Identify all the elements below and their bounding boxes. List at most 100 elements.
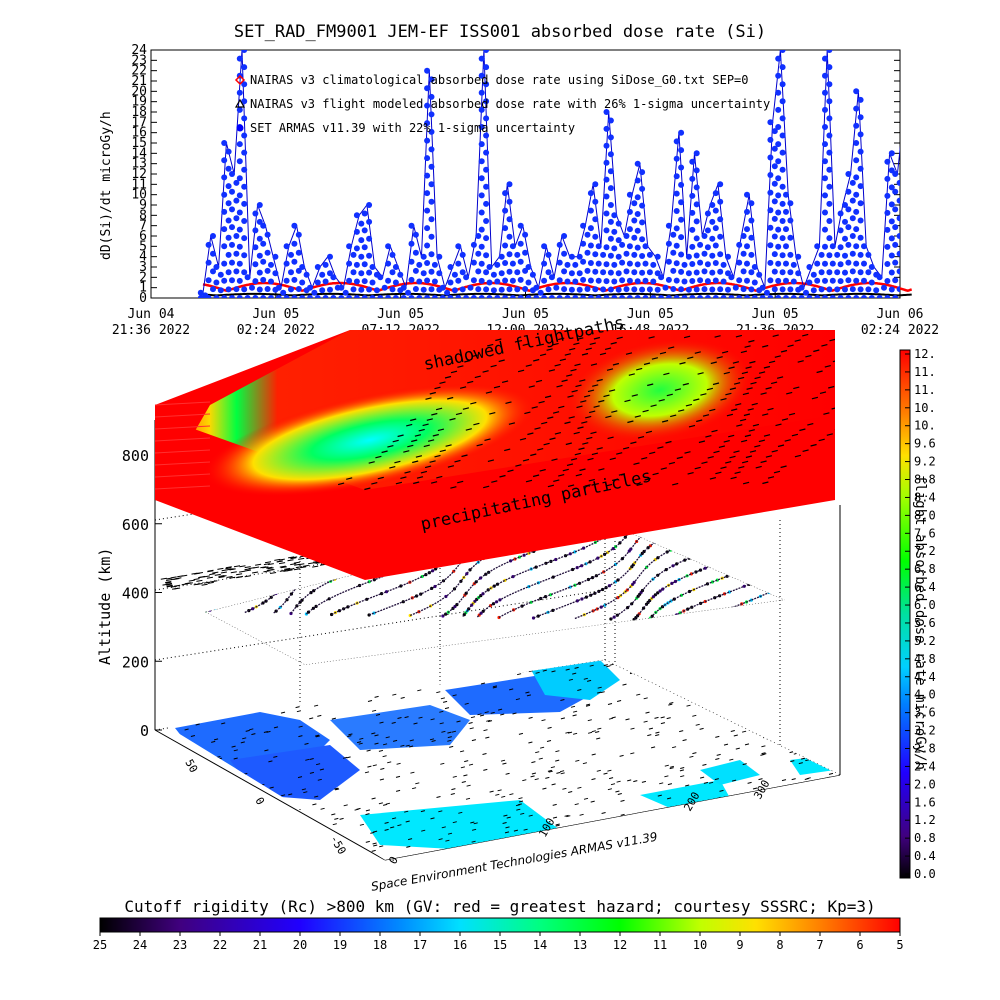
track-dash xyxy=(480,682,486,685)
slab-dash xyxy=(462,407,470,410)
slab-dash xyxy=(504,448,511,452)
armas-point xyxy=(525,264,532,270)
armas-point xyxy=(428,286,435,293)
track-dash xyxy=(262,826,267,828)
track-dash xyxy=(823,831,829,834)
track-dash xyxy=(659,782,664,785)
track-point xyxy=(815,533,818,536)
track-dash xyxy=(810,740,816,743)
armas-point xyxy=(483,218,490,224)
track-dash xyxy=(785,851,790,854)
track-dash xyxy=(191,838,197,841)
armas-point xyxy=(634,278,641,285)
armas-point xyxy=(619,259,626,266)
track-dash xyxy=(367,700,373,702)
armas-point xyxy=(236,55,243,62)
track-dash xyxy=(359,680,364,683)
track-dash xyxy=(503,814,508,817)
track-point xyxy=(284,561,289,565)
track-point xyxy=(782,565,785,569)
slab-dash xyxy=(636,483,643,486)
slab-dash xyxy=(678,409,685,412)
armas-point xyxy=(767,277,774,284)
armas-point xyxy=(236,141,243,148)
armas-point xyxy=(626,243,633,250)
armas-point xyxy=(397,271,404,278)
armas-point xyxy=(744,277,750,284)
armas-point xyxy=(483,64,490,71)
shadowed-dash xyxy=(291,556,298,559)
track-dash xyxy=(455,673,461,675)
slab-dash xyxy=(535,379,543,383)
slab-dash xyxy=(683,335,691,339)
track-dash xyxy=(293,668,298,671)
slab-dash xyxy=(454,459,461,463)
track-dash xyxy=(660,722,666,725)
armas-point xyxy=(322,261,329,268)
track-dash xyxy=(460,766,466,769)
track-dash xyxy=(583,677,588,680)
armas-point xyxy=(303,271,310,278)
track-dash xyxy=(552,803,557,806)
track-point xyxy=(752,614,756,618)
armas-point xyxy=(607,117,614,124)
track-dash xyxy=(736,722,742,725)
slab-dash xyxy=(847,397,853,399)
armas-point xyxy=(420,270,427,277)
x-tick-date: Jun 04 xyxy=(128,307,175,322)
track-dash xyxy=(290,698,295,700)
shadowed-dash xyxy=(207,570,214,573)
armas-point xyxy=(561,233,568,239)
slab-dash xyxy=(725,392,732,396)
slab-dash xyxy=(586,436,593,440)
armas-point xyxy=(225,234,232,241)
armas-point xyxy=(556,277,563,284)
track-dash xyxy=(213,738,219,741)
armas-point xyxy=(268,295,274,298)
shadowed-dash xyxy=(279,562,286,565)
track-point xyxy=(880,548,883,551)
track-dash xyxy=(822,700,827,702)
armas-point xyxy=(275,295,282,298)
armas-point xyxy=(892,259,899,266)
armas-point xyxy=(385,295,392,298)
slab-dash xyxy=(580,400,587,403)
track-point xyxy=(778,534,782,538)
track-dash xyxy=(792,787,797,790)
track-dash xyxy=(808,836,813,839)
track-dash xyxy=(531,761,536,764)
track-dash xyxy=(574,803,579,806)
armas-point xyxy=(428,268,435,275)
track-dash xyxy=(741,723,747,726)
slab-dash xyxy=(742,481,750,485)
track-dash xyxy=(309,758,314,760)
armas-point xyxy=(256,286,263,293)
track-dash xyxy=(342,756,348,759)
altitude-tick-label: 200 xyxy=(122,653,149,671)
armas-point xyxy=(416,295,423,298)
armas-point xyxy=(861,295,867,298)
latitude-tick-label: 50 xyxy=(182,757,200,775)
armas-point xyxy=(884,278,891,284)
slab-dash xyxy=(589,410,596,414)
armas-point xyxy=(564,295,571,298)
rigidity-tick-label: 13 xyxy=(573,938,587,952)
armas-point xyxy=(327,286,333,293)
track-dash xyxy=(731,852,736,854)
track-dash xyxy=(410,682,416,685)
track-dash xyxy=(746,706,751,709)
track-dash xyxy=(317,689,322,692)
track-dash xyxy=(343,804,348,807)
track-point xyxy=(803,549,806,552)
slab-dash xyxy=(553,479,560,482)
armas-point xyxy=(704,278,711,285)
rigidity-tick-label: 8 xyxy=(776,938,783,952)
track-dash xyxy=(528,670,533,673)
rigidity-tick-label: 24 xyxy=(133,938,147,952)
track-dash xyxy=(804,750,809,753)
armas-point xyxy=(775,72,782,79)
track-dash xyxy=(808,804,813,807)
track-point xyxy=(725,608,729,612)
slab-dash xyxy=(574,363,581,367)
track-dash xyxy=(486,719,491,722)
